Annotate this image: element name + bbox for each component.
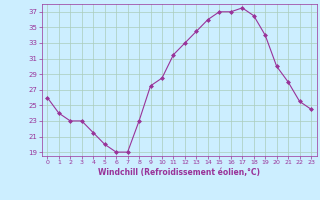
X-axis label: Windchill (Refroidissement éolien,°C): Windchill (Refroidissement éolien,°C) [98, 168, 260, 177]
